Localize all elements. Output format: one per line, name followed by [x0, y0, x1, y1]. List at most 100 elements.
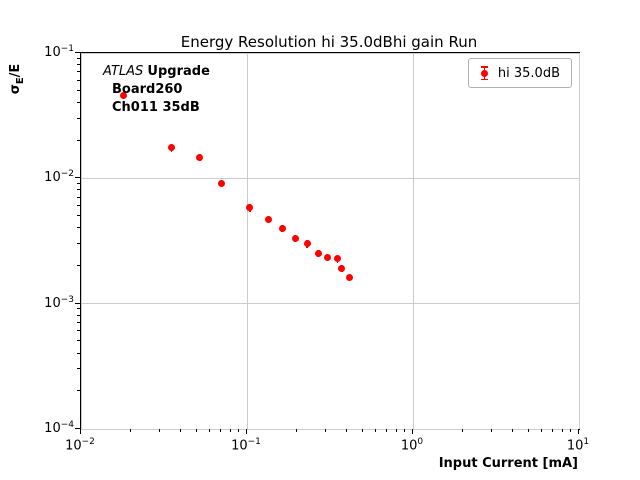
annotation-atlas: ATLAS Upgrade Board260 Ch011 35dB — [103, 63, 210, 117]
x-minor-tick — [375, 429, 377, 432]
x-tick-label: 101 — [566, 437, 590, 454]
x-minor-tick — [570, 429, 572, 432]
x-minor-tick — [196, 429, 198, 432]
y-major-tick — [75, 52, 80, 53]
data-point — [314, 250, 322, 258]
ylabel-sigma: σ — [8, 84, 24, 95]
data-point — [303, 240, 311, 248]
y-minor-tick — [77, 264, 80, 266]
errorbar-marker-icon — [480, 65, 489, 81]
y-major-tick — [75, 177, 80, 179]
data-point — [265, 215, 273, 223]
annotation-atlas-word: ATLAS — [103, 64, 144, 79]
x-major-tick — [578, 429, 579, 434]
gridline — [578, 53, 580, 429]
x-minor-tick — [395, 429, 397, 432]
y-minor-tick — [77, 189, 80, 191]
y-minor-tick — [77, 64, 80, 66]
y-minor-tick — [77, 117, 80, 119]
chart-title: Energy Resolution hi 35.0dBhi gain Run — [180, 33, 478, 51]
x-minor-tick — [179, 429, 181, 432]
data-point — [346, 273, 354, 281]
x-minor-tick — [552, 429, 554, 432]
data-point — [246, 204, 254, 212]
y-minor-tick — [77, 340, 80, 342]
x-minor-tick — [561, 429, 563, 432]
y-major-tick — [75, 428, 80, 429]
annotation-line-3: Ch011 35dB — [112, 100, 200, 115]
gridline — [81, 303, 579, 305]
x-minor-tick — [404, 429, 406, 432]
data-point — [278, 224, 286, 232]
x-minor-tick — [209, 429, 211, 432]
gridline — [81, 177, 579, 179]
x-minor-tick — [386, 429, 388, 432]
y-minor-tick — [77, 139, 80, 141]
gridline — [246, 53, 248, 429]
x-minor-tick — [461, 429, 463, 432]
annotation-upgrade-word: Upgrade — [147, 64, 210, 79]
x-major-tick — [412, 429, 413, 434]
x-minor-tick — [220, 429, 222, 432]
y-minor-tick — [77, 196, 80, 198]
y-minor-tick — [77, 71, 80, 73]
x-minor-tick — [491, 429, 493, 432]
x-minor-tick — [511, 429, 513, 432]
x-minor-tick — [295, 429, 297, 432]
ylabel-subscript: E — [14, 77, 26, 85]
x-major-tick — [246, 429, 247, 434]
y-minor-tick — [77, 368, 80, 370]
x-minor-tick — [238, 429, 240, 432]
gridline — [81, 428, 579, 430]
data-point — [333, 255, 341, 263]
y-minor-tick — [77, 205, 80, 207]
data-point — [196, 153, 204, 161]
x-minor-tick — [345, 429, 347, 432]
y-minor-tick — [77, 101, 80, 103]
gridline — [81, 52, 579, 54]
x-minor-tick — [325, 429, 327, 432]
y-minor-tick — [77, 322, 80, 324]
gridline — [80, 53, 82, 429]
y-major-tick — [75, 302, 80, 304]
x-tick-label: 10−2 — [65, 437, 95, 454]
gridline — [412, 53, 414, 429]
plot-area — [80, 52, 580, 430]
x-axis-label: Input Current [mA] — [438, 456, 578, 471]
y-minor-tick — [77, 314, 80, 316]
y-minor-tick — [77, 183, 80, 185]
x-tick-label: 10−1 — [231, 437, 261, 454]
data-point — [323, 254, 331, 262]
legend: hi 35.0dB — [467, 58, 572, 88]
x-minor-tick — [129, 429, 131, 432]
y-tick-label: 10−2 — [44, 169, 74, 186]
x-tick-label: 100 — [400, 437, 424, 454]
y-minor-tick — [77, 215, 80, 217]
y-minor-tick — [77, 390, 80, 392]
data-point — [217, 179, 225, 187]
x-minor-tick — [541, 429, 543, 432]
x-minor-tick — [159, 429, 161, 432]
y-minor-tick — [77, 242, 80, 244]
ylabel-rest: /E — [8, 63, 24, 78]
y-minor-tick — [77, 308, 80, 310]
y-tick-label: 10−3 — [44, 294, 74, 311]
y-tick-label: 10−4 — [44, 419, 74, 437]
annotation-line-1: ATLAS Upgrade — [103, 63, 210, 81]
y-tick-label: 10−1 — [44, 43, 74, 61]
y-minor-tick — [77, 227, 80, 229]
y-minor-tick — [77, 352, 80, 354]
y-minor-tick — [77, 79, 80, 81]
x-minor-tick — [362, 429, 364, 432]
y-minor-tick — [77, 330, 80, 332]
legend-label: hi 35.0dB — [497, 65, 560, 81]
y-minor-tick — [77, 57, 80, 59]
x-minor-tick — [229, 429, 231, 432]
y-axis-label: σE/E — [8, 64, 26, 95]
data-point — [291, 235, 299, 243]
y-minor-tick — [77, 89, 80, 91]
x-major-tick — [80, 429, 81, 434]
data-point — [167, 144, 175, 152]
data-point — [119, 91, 127, 99]
